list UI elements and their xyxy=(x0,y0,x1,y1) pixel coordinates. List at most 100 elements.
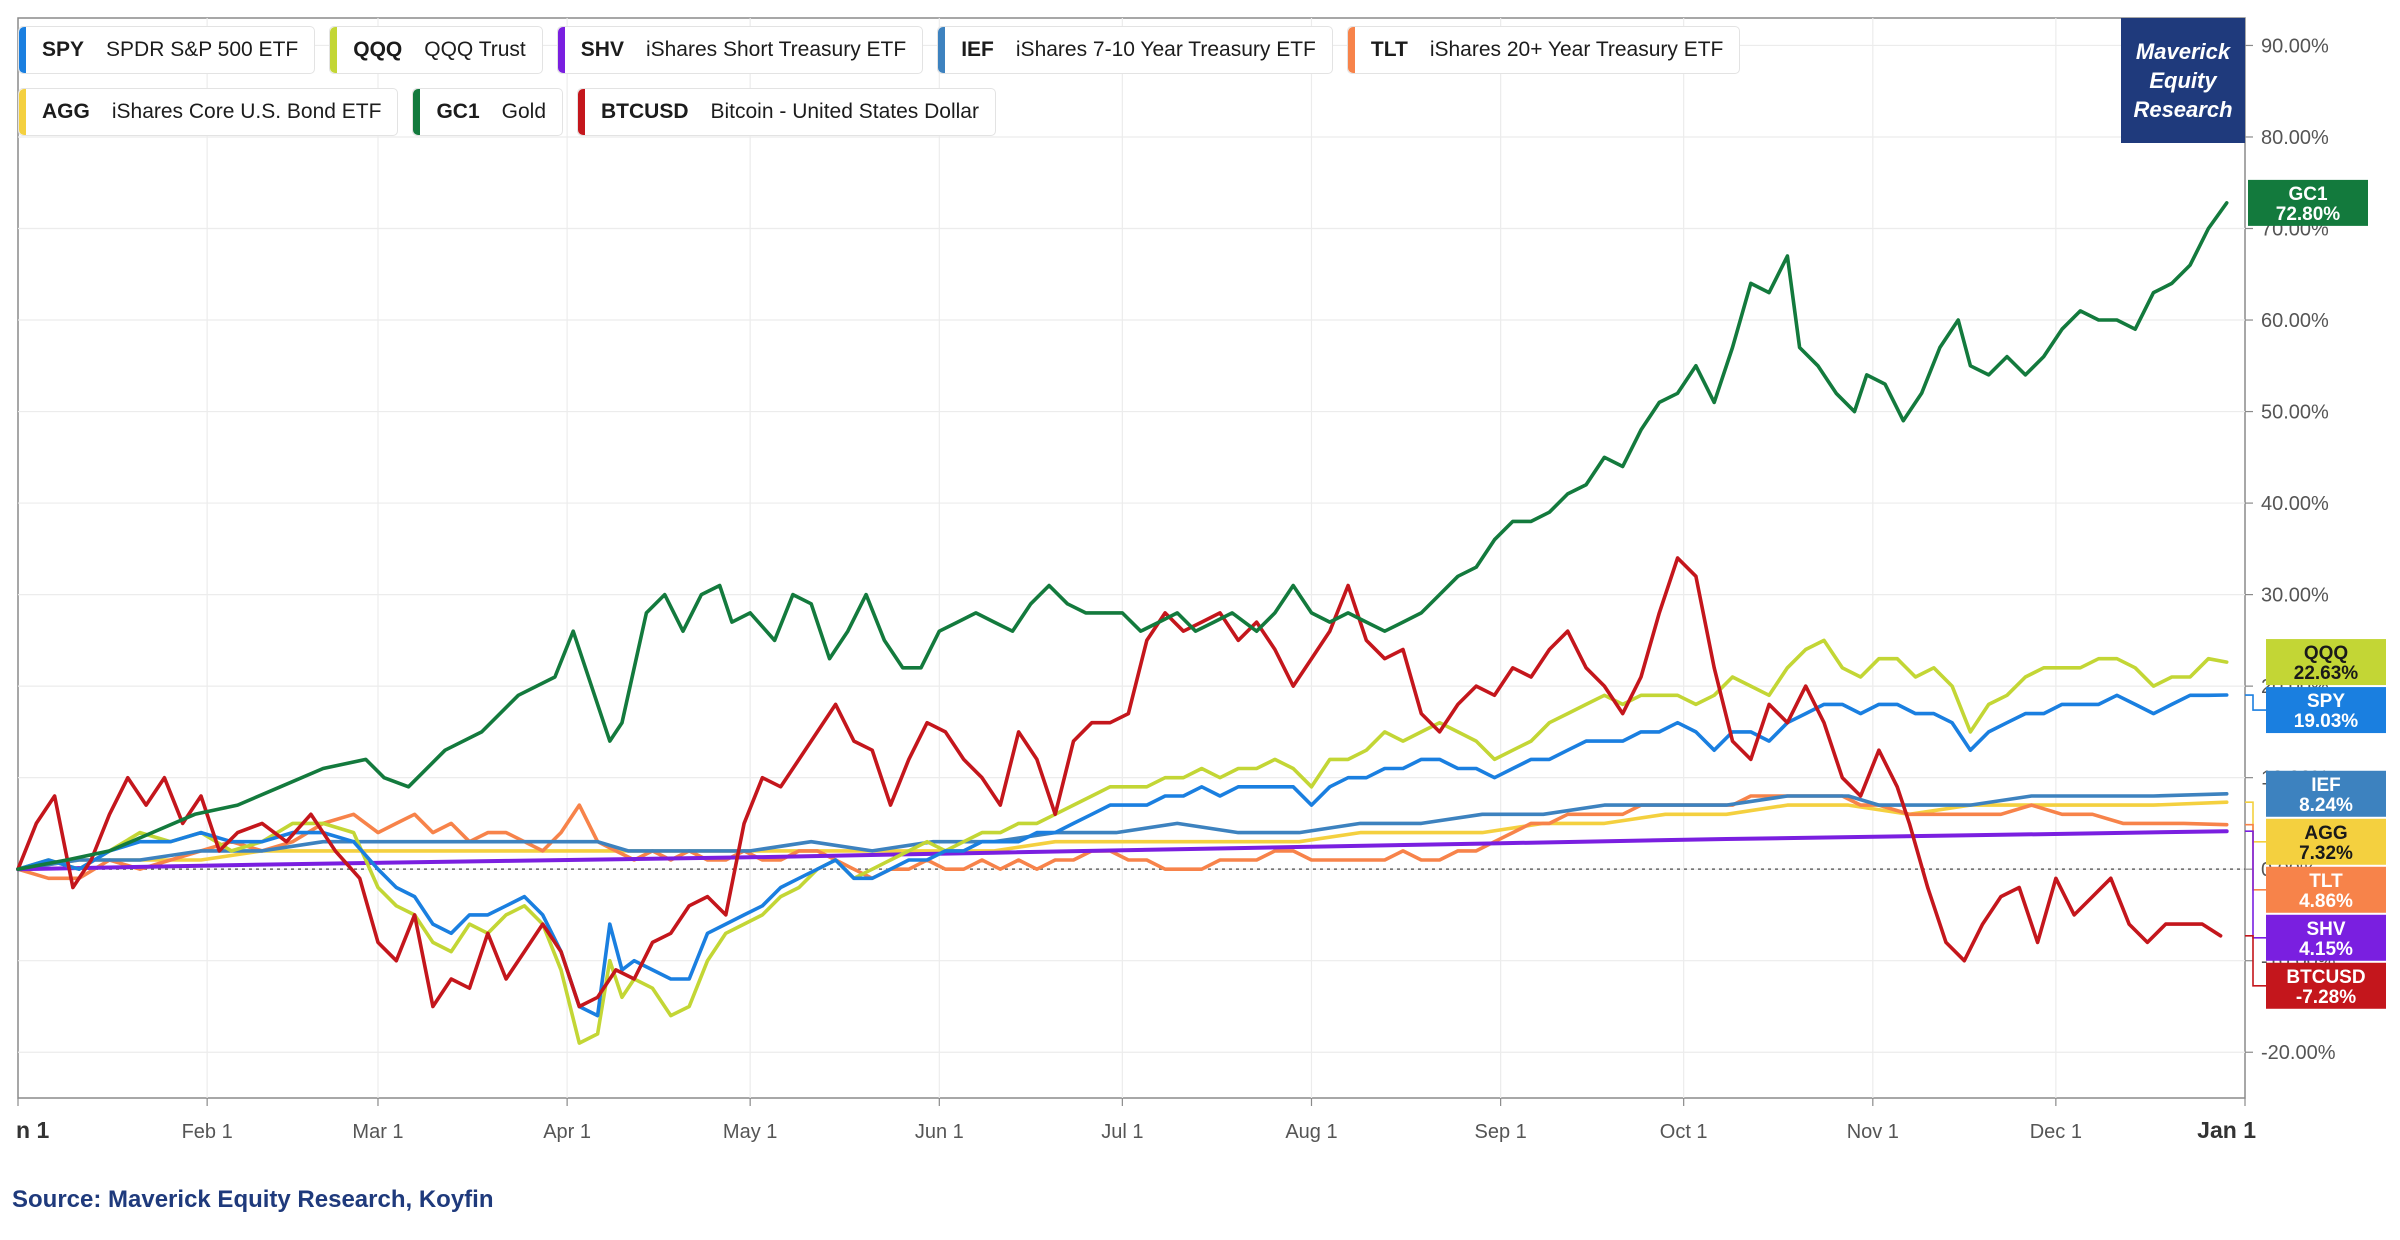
x-tick-label: n 1 xyxy=(16,1117,49,1143)
end-label-ticker: SHV xyxy=(2306,919,2345,940)
y-tick-label: 50.00% xyxy=(2261,402,2329,424)
x-tick-label: Apr 1 xyxy=(543,1121,591,1143)
legend-name: iShares Short Treasury ETF xyxy=(645,38,907,61)
end-label-gc1 xyxy=(2248,179,2368,226)
y-tick-label: 80.00% xyxy=(2261,127,2329,149)
legend-swatch xyxy=(557,27,565,73)
legend-ticker: GC1 xyxy=(436,100,480,123)
legend-item-agg[interactable]: AGG iShares Core U.S. Bond ETF xyxy=(18,88,399,136)
x-tick-label: Jan 1 xyxy=(2197,1117,2256,1143)
end-label-shv xyxy=(2266,914,2386,961)
chart-series-lines xyxy=(16,201,2229,1045)
legend-swatch xyxy=(19,27,26,73)
legend-ticker: TLT xyxy=(1370,38,1408,61)
legend-ticker: SPY xyxy=(42,38,85,61)
legend-ticker: SHV xyxy=(580,38,624,61)
legend-swatch xyxy=(330,27,338,73)
legend-name: SPDR S&P 500 ETF xyxy=(106,38,299,61)
end-label-value: 4.86% xyxy=(2299,891,2353,912)
x-tick-label: Aug 1 xyxy=(1285,1121,1337,1143)
legend-name: iShares Core U.S. Bond ETF xyxy=(111,100,382,123)
y-tick-label: -20.00% xyxy=(2261,1042,2336,1064)
end-label-ticker: GC1 xyxy=(2288,184,2328,205)
legend-swatch xyxy=(938,27,946,73)
legend-ticker: IEF xyxy=(961,38,994,61)
legend-item-qqq[interactable]: QQQ QQQ Trust xyxy=(329,26,543,74)
end-label-btcusd xyxy=(2266,962,2386,1009)
x-tick-label: Sep 1 xyxy=(1475,1121,1527,1143)
legend-item-shv[interactable]: SHV iShares Short Treasury ETF xyxy=(556,26,924,74)
end-label-value: 4.15% xyxy=(2299,939,2353,960)
end-label-ticker: BTCUSD xyxy=(2286,967,2365,988)
x-tick-label: Dec 1 xyxy=(2030,1121,2082,1143)
brand-line-3: Research xyxy=(2133,97,2233,122)
end-label-connector xyxy=(2245,801,2266,843)
series-line-shv xyxy=(16,829,2229,872)
end-label-agg xyxy=(2266,818,2386,865)
legend-name: Bitcoin - United States Dollar xyxy=(710,100,979,123)
end-label-ticker: IEF xyxy=(2311,775,2341,796)
chart-legend: SPY SPDR S&P 500 ETF QQQ QQQ Trust SHV iShare… xyxy=(18,26,2118,136)
legend-swatch xyxy=(1347,27,1355,73)
y-tick-label: 30.00% xyxy=(2261,585,2329,607)
x-tick-label: May 1 xyxy=(723,1121,777,1143)
end-label-connector xyxy=(2245,935,2266,987)
end-label-spy xyxy=(2266,687,2386,734)
end-label-ticker: SPY xyxy=(2307,691,2345,712)
x-tick-label: Oct 1 xyxy=(1660,1121,1708,1143)
end-label-tlt xyxy=(2266,866,2386,913)
end-label-ticker: AGG xyxy=(2304,823,2347,844)
x-tick-label: Jul 1 xyxy=(1101,1121,1143,1143)
end-label-qqq xyxy=(2266,639,2386,686)
legend-name: iShares 7-10 Year Treasury ETF xyxy=(1015,38,1316,61)
legend-ticker: QQQ xyxy=(353,38,403,61)
chart-grid xyxy=(17,17,2246,1099)
end-label-value: 19.03% xyxy=(2294,711,2359,732)
end-label-ticker: TLT xyxy=(2309,871,2343,892)
chart-axes: -20.00%-10.00%0.00%10.00%20.00%30.00%40.… xyxy=(16,35,2336,1143)
series-line-spy xyxy=(16,693,2229,1018)
series-line-qqq xyxy=(16,638,2229,1045)
series-line-agg xyxy=(16,800,2229,871)
legend-item-btcusd[interactable]: BTCUSD Bitcoin - United States Dollar xyxy=(577,88,996,136)
end-label-ticker: QQQ xyxy=(2304,643,2348,664)
y-tick-label: 90.00% xyxy=(2261,35,2329,57)
legend-name: Gold xyxy=(501,100,546,123)
legend-name: iShares 20+ Year Treasury ETF xyxy=(1429,38,1724,61)
end-label-connector xyxy=(2245,830,2266,939)
legend-ticker: BTCUSD xyxy=(601,100,689,123)
series-line-ief xyxy=(16,792,2229,871)
legend-swatch xyxy=(413,89,421,135)
brand-badge: Maverick Equity Research xyxy=(2121,18,2245,143)
legend-item-gc1[interactable]: GC1 Gold xyxy=(412,88,563,136)
end-label-connector xyxy=(2245,694,2266,711)
series-line-gc1 xyxy=(16,201,2229,871)
legend-item-ief[interactable]: IEF iShares 7-10 Year Treasury ETF xyxy=(937,26,1333,74)
legend-swatch xyxy=(578,89,585,135)
legend-swatch xyxy=(19,89,26,135)
brand-line-2: Equity xyxy=(2149,68,2217,93)
series-line-btcusd xyxy=(16,556,2223,1009)
source-note: Source: Maverick Equity Research, Koyfin xyxy=(12,1186,494,1213)
end-label-value: 22.63% xyxy=(2294,663,2359,684)
end-label-value: 72.80% xyxy=(2276,204,2341,225)
legend-item-spy[interactable]: SPY SPDR S&P 500 ETF xyxy=(18,26,316,74)
end-label-value: 7.32% xyxy=(2299,843,2353,864)
series-line-tlt xyxy=(16,794,2229,881)
y-tick-label: 60.00% xyxy=(2261,310,2329,332)
x-tick-label: Feb 1 xyxy=(182,1121,233,1143)
end-label-value: 8.24% xyxy=(2299,795,2353,816)
legend-item-tlt[interactable]: TLT iShares 20+ Year Treasury ETF xyxy=(1346,26,1741,74)
end-label-value: -7.28% xyxy=(2296,987,2356,1008)
legend-name: QQQ Trust xyxy=(424,38,526,61)
end-label-ief xyxy=(2266,770,2386,817)
x-tick-label: Jun 1 xyxy=(915,1121,964,1143)
brand-line-1: Maverick xyxy=(2135,39,2231,64)
plot-frame xyxy=(17,17,2246,1099)
x-tick-label: Nov 1 xyxy=(1847,1121,1899,1143)
legend-ticker: AGG xyxy=(42,100,90,123)
y-tick-label: 40.00% xyxy=(2261,493,2329,515)
x-tick-label: Mar 1 xyxy=(352,1121,403,1143)
